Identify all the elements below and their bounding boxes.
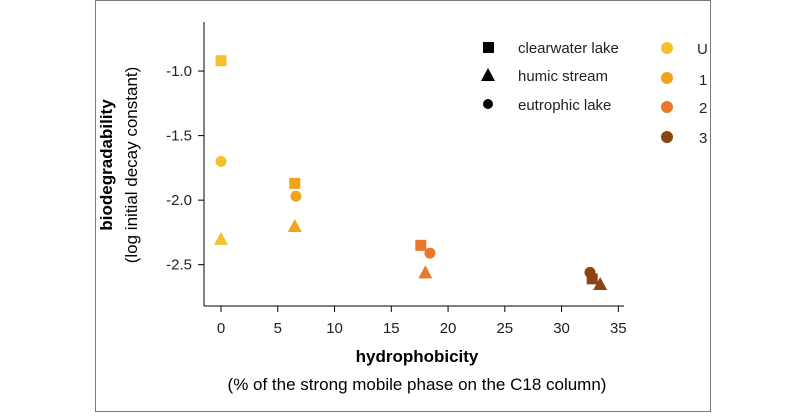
x-tick-label: 25 xyxy=(496,320,513,337)
x-tick-30: 30 xyxy=(553,306,570,337)
legend-label-u: U xyxy=(697,41,708,58)
x-tick-label: 5 xyxy=(274,320,282,337)
x-tick-label: 35 xyxy=(610,320,627,337)
x-tick-label: 15 xyxy=(383,320,400,337)
legend-circle-marker xyxy=(483,99,493,109)
legend-triangle-marker xyxy=(481,68,495,81)
x-tick-label: 0 xyxy=(217,320,225,337)
data-point-circle-4 xyxy=(290,190,302,202)
legend-label-eutrophic-lake: eutrophic lake xyxy=(518,97,611,114)
y-tick-1: -1.5 xyxy=(166,128,204,145)
legend-color-marker-2 xyxy=(661,101,673,113)
x-tick-label: 30 xyxy=(553,320,570,337)
x-tick-5: 5 xyxy=(274,306,282,337)
y-tick-2: -2.0 xyxy=(166,192,204,209)
data-point-triangle-11 xyxy=(593,277,608,291)
y-tick-3: -2.5 xyxy=(166,257,204,274)
legend-label-1: 1 xyxy=(699,72,707,89)
data-point-circle-1 xyxy=(215,155,227,167)
y-axis-title: biodegradability xyxy=(97,99,116,231)
x-tick-35: 35 xyxy=(610,306,627,337)
legend-label-3: 3 xyxy=(699,130,707,147)
x-axis-ticks: 0 5 10 15 20 25 30 35 xyxy=(217,306,627,337)
x-tick-label: 10 xyxy=(326,320,343,337)
y-tick-label: -1.0 xyxy=(166,63,192,80)
x-tick-0: 0 xyxy=(217,306,225,337)
x-axis-subtitle: (% of the strong mobile phase on the C18… xyxy=(228,375,607,394)
data-point-triangle-8 xyxy=(418,265,433,279)
shape-legend: clearwater lake humic stream eutrophic l… xyxy=(481,40,619,114)
x-axis-title: hydrophobicity xyxy=(356,347,479,366)
data-point-square-0 xyxy=(215,55,227,67)
legend-color-marker-u xyxy=(661,42,673,54)
y-tick-label: -1.5 xyxy=(166,128,192,145)
y-tick-label: -2.5 xyxy=(166,257,192,274)
x-tick-10: 10 xyxy=(326,306,343,337)
y-tick-0: -1.0 xyxy=(166,63,204,80)
color-legend: U 1 2 3 xyxy=(661,41,708,147)
legend-label-humic-stream: humic stream xyxy=(518,68,608,85)
data-points xyxy=(214,55,608,291)
legend-color-marker-3 xyxy=(661,131,673,143)
legend-label-clearwater-lake: clearwater lake xyxy=(518,40,619,57)
data-point-triangle-2 xyxy=(214,231,229,245)
legend-color-marker-1 xyxy=(661,72,673,84)
y-axis-subtitle: (log initial decay constant) xyxy=(122,67,141,264)
x-tick-label: 20 xyxy=(440,320,457,337)
data-point-square-3 xyxy=(289,177,301,189)
x-tick-15: 15 xyxy=(383,306,400,337)
x-tick-20: 20 xyxy=(440,306,457,337)
data-point-square-6 xyxy=(415,239,427,251)
legend-square-marker xyxy=(483,42,494,53)
data-point-circle-7 xyxy=(424,247,436,259)
y-tick-label: -2.0 xyxy=(166,192,192,209)
y-axis-ticks: -1.0 -1.5 -2.0 -2.5 xyxy=(166,63,204,274)
chart-frame xyxy=(95,0,711,412)
x-tick-25: 25 xyxy=(496,306,513,337)
legend-label-2: 2 xyxy=(699,100,707,117)
data-point-triangle-5 xyxy=(287,218,302,232)
data-point-square-10 xyxy=(586,273,598,285)
